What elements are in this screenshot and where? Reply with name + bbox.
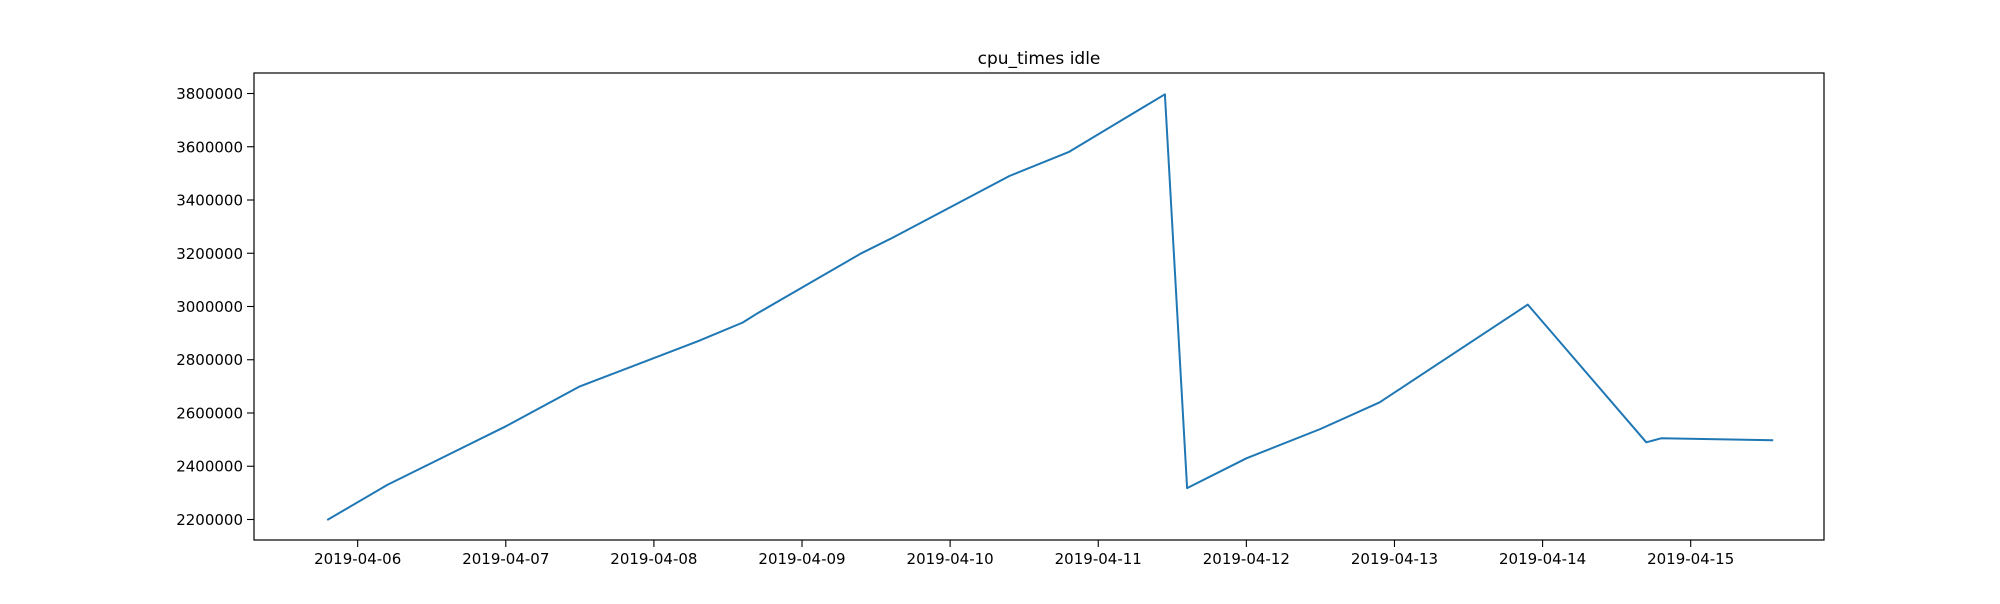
x-tick-label: 2019-04-10 bbox=[907, 550, 994, 568]
x-axis: 2019-04-06 2019-04-07 2019-04-08 2019-04-09… bbox=[314, 540, 1734, 568]
y-tick-label: 3000000 bbox=[176, 298, 243, 316]
y-tick-label: 2600000 bbox=[176, 404, 243, 422]
chart-title: cpu_times idle bbox=[978, 49, 1101, 69]
y-tick-label: 2400000 bbox=[176, 458, 243, 476]
y-tick-label: 2200000 bbox=[176, 511, 243, 529]
plot-frame bbox=[253, 72, 1825, 541]
x-tick-label: 2019-04-15 bbox=[1647, 550, 1734, 568]
x-tick-label: 2019-04-11 bbox=[1055, 550, 1142, 568]
series-layer bbox=[326, 93, 1774, 521]
y-tick-label: 3800000 bbox=[176, 85, 243, 103]
series-line bbox=[326, 93, 1774, 521]
x-tick-label: 2019-04-14 bbox=[1499, 550, 1586, 568]
x-tick-label: 2019-04-12 bbox=[1203, 550, 1290, 568]
x-tick-label: 2019-04-13 bbox=[1351, 550, 1438, 568]
x-tick-label: 2019-04-09 bbox=[758, 550, 845, 568]
y-tick-label: 3400000 bbox=[176, 192, 243, 210]
x-tick-label: 2019-04-07 bbox=[462, 550, 549, 568]
y-tick-label: 3200000 bbox=[176, 245, 243, 263]
y-tick-label: 3600000 bbox=[176, 138, 243, 156]
y-tick-label: 2800000 bbox=[176, 351, 243, 369]
y-axis: 2200000 2400000 2600000 2800000 3000000 32000… bbox=[176, 85, 254, 529]
x-tick-label: 2019-04-08 bbox=[610, 550, 697, 568]
x-tick-label: 2019-04-06 bbox=[314, 550, 401, 568]
